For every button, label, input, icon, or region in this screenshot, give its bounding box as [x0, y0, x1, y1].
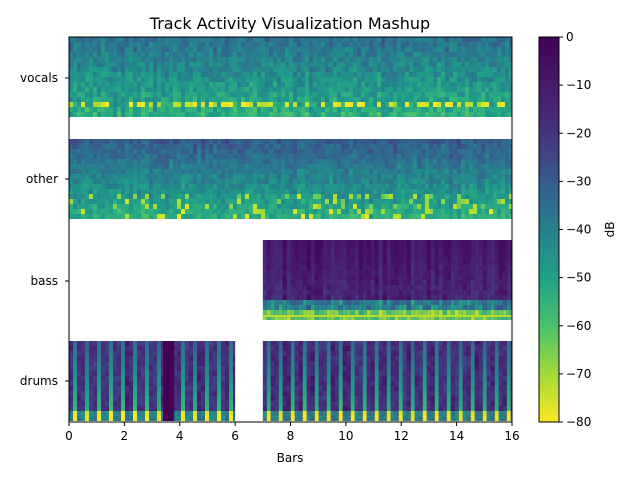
x-tick-label: 14	[449, 429, 464, 443]
x-tick-label: 16	[504, 429, 519, 443]
y-axis: vocals other bass drums	[20, 71, 69, 388]
chart-title: Track Activity Visualization Mashup	[149, 14, 430, 33]
colorbar-tick-label: −60	[566, 319, 591, 333]
colorbar-label: dB	[603, 222, 617, 238]
y-tick-label: vocals	[20, 71, 58, 85]
drums-quiet-region	[163, 341, 174, 421]
colorbar-tick-label: −50	[566, 271, 591, 285]
x-tick-label: 8	[287, 429, 295, 443]
y-tick-label: drums	[20, 374, 58, 388]
spectrogram-drums	[69, 341, 237, 422]
colorbar-tick-label: −40	[566, 223, 591, 237]
x-axis-label: Bars	[277, 451, 304, 465]
spectrogram-bass	[263, 240, 515, 321]
colorbar-tick-label: −20	[566, 126, 591, 140]
colorbar-tick-label: −70	[566, 367, 591, 381]
colorbar-tick-label: −80	[566, 415, 591, 429]
y-tick-label: other	[26, 172, 58, 186]
colorbar: −80 −70 −60 −50 −40 −30 −20 −10 0	[539, 30, 591, 429]
colorbar-tick-label: −10	[566, 78, 591, 92]
spectrogram-vocals	[69, 37, 513, 118]
spectrogram-other	[69, 139, 513, 220]
colorbar-gradient	[539, 37, 559, 422]
spectrogram-drums	[263, 341, 515, 422]
plot-area	[69, 37, 515, 422]
y-tick-label: bass	[31, 274, 58, 288]
x-tick-label: 0	[65, 429, 73, 443]
x-tick-label: 10	[338, 429, 353, 443]
x-tick-label: 6	[231, 429, 239, 443]
colorbar-tick-label: 0	[566, 30, 574, 44]
x-tick-label: 12	[394, 429, 409, 443]
x-tick-label: 4	[176, 429, 184, 443]
x-axis: 0 2 4 6 8 10 12 14 16	[65, 422, 519, 443]
x-tick-label: 2	[121, 429, 129, 443]
colorbar-tick-label: −30	[566, 174, 591, 188]
